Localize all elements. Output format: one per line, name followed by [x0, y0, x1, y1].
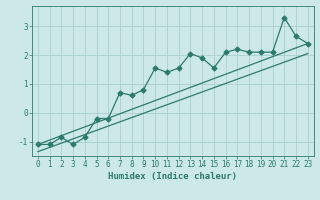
- X-axis label: Humidex (Indice chaleur): Humidex (Indice chaleur): [108, 172, 237, 181]
